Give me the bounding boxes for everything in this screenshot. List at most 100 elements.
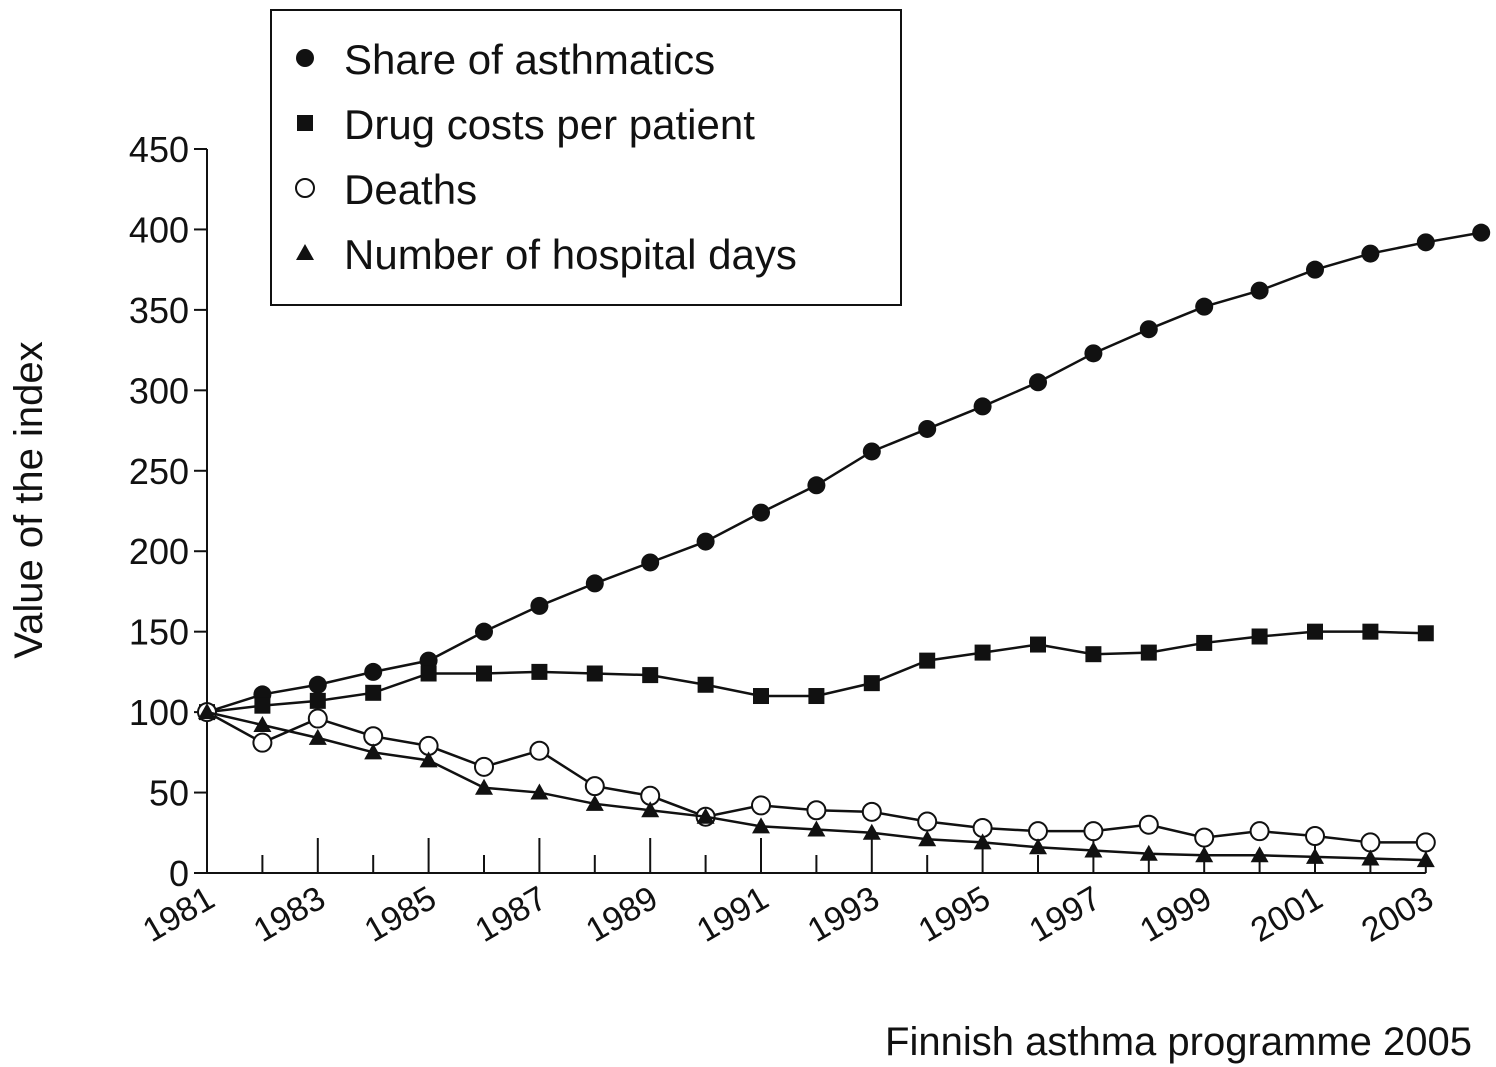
data-point-circle (1250, 281, 1269, 300)
data-point-square (586, 665, 603, 682)
data-point-open-circle (1194, 827, 1215, 848)
data-point-circle (530, 596, 549, 615)
data-point-circle (807, 476, 826, 495)
data-point-triangle (419, 751, 438, 768)
x-tick-label: 1989 (580, 879, 665, 950)
data-point-triangle (641, 801, 660, 818)
data-point-open-circle (474, 756, 494, 777)
legend-label: Drug costs per patient (344, 101, 755, 148)
data-point-square (309, 692, 326, 709)
y-tick-label: 150 (129, 612, 189, 653)
data-point-square (919, 652, 936, 669)
data-point-circle (296, 49, 314, 67)
data-point-square (753, 688, 769, 705)
data-point-triangle (1029, 838, 1047, 855)
series-deaths (197, 702, 1436, 853)
data-point-circle (364, 662, 383, 681)
data-point-square (642, 667, 659, 684)
data-point-square (420, 665, 437, 682)
data-point-open-circle (1138, 814, 1159, 835)
data-point-square (1085, 646, 1102, 663)
legend-label: Deaths (344, 166, 477, 213)
data-point-triangle (198, 703, 216, 720)
data-point-triangle (752, 817, 770, 834)
data-point-circle (1306, 260, 1324, 279)
data-point-circle (1139, 320, 1158, 339)
data-point-open-circle (1028, 821, 1048, 842)
y-tick-label: 300 (129, 370, 189, 411)
data-point-square (1307, 623, 1323, 640)
y-tick-label: 50 (149, 773, 189, 814)
data-point-triangle (475, 778, 493, 795)
legend: Share of asthmatics Drug costs per patien… (270, 9, 902, 306)
data-point-circle (1361, 244, 1380, 263)
data-point-triangle (1250, 846, 1269, 863)
data-point-circle (419, 651, 438, 670)
data-point-triangle (1084, 841, 1103, 858)
x-tick-label: 1995 (912, 879, 997, 950)
data-point-triangle (364, 743, 383, 760)
y-tick-label: 0 (169, 853, 189, 894)
series-line (206, 231, 1482, 714)
data-point-circle (1084, 344, 1103, 363)
data-point-square (1251, 628, 1268, 645)
data-point-triangle (1195, 846, 1214, 863)
series-number-of-hospital-days (198, 703, 1435, 868)
data-point-triangle (308, 728, 327, 745)
data-point-square (476, 665, 492, 682)
data-point-open-circle (584, 776, 605, 797)
data-point-triangle (1306, 847, 1324, 864)
data-point-open-circle (917, 811, 938, 832)
data-point-triangle (918, 830, 937, 847)
data-point-circle (1195, 297, 1214, 316)
data-point-triangle (296, 244, 314, 260)
data-point-square (1417, 625, 1434, 642)
data-point-triangle (973, 833, 992, 850)
x-tick-label: 1985 (358, 879, 443, 950)
data-point-open-circle (1305, 825, 1325, 846)
data-point-square (365, 684, 382, 701)
data-point-triangle (1139, 844, 1158, 861)
data-point-triangle (1416, 851, 1435, 868)
data-point-open-circle (363, 726, 384, 747)
data-point-triangle (585, 794, 604, 811)
data-point-open-circle (1415, 832, 1436, 853)
data-point-open-circle (1360, 832, 1381, 853)
data-point-square (974, 644, 991, 661)
data-point-circle (641, 553, 660, 572)
data-point-square (531, 663, 548, 680)
data-point-circle (308, 675, 327, 694)
legend-label: Share of asthmatics (344, 36, 715, 83)
legend-label: Number of hospital days (344, 231, 797, 278)
data-point-triangle (696, 807, 715, 824)
series-drug-costs-per-patient (199, 623, 1434, 721)
data-point-circle (862, 442, 881, 461)
data-point-triangle (1361, 849, 1380, 866)
data-point-triangle (530, 783, 549, 800)
x-tick-label: 2003 (1355, 879, 1440, 950)
y-tick-label: 400 (129, 209, 189, 250)
data-point-open-circle (751, 795, 771, 816)
data-point-circle (973, 397, 992, 416)
data-point-open-circle (295, 178, 315, 198)
data-point-square (1196, 634, 1213, 651)
data-point-circle (1029, 373, 1047, 392)
data-point-open-circle (252, 732, 273, 753)
data-point-circle (1416, 233, 1435, 252)
data-point-triangle (807, 820, 826, 837)
x-tick-label: 1993 (801, 879, 886, 950)
x-tick-label: 1987 (469, 879, 554, 950)
data-point-open-circle (1249, 821, 1270, 842)
data-point-square (1362, 623, 1379, 640)
y-axis-label: Value of the index (7, 341, 51, 658)
data-point-circle (696, 532, 715, 551)
data-point-circle (475, 622, 493, 641)
y-tick-label: 350 (129, 290, 189, 331)
data-point-triangle (253, 715, 272, 732)
data-point-open-circle (1083, 821, 1104, 842)
data-point-open-circle (307, 708, 328, 729)
series-line (206, 710, 1426, 862)
data-point-open-circle (861, 801, 882, 822)
data-point-open-circle (529, 740, 550, 761)
x-tick-label: 1997 (1023, 879, 1108, 950)
